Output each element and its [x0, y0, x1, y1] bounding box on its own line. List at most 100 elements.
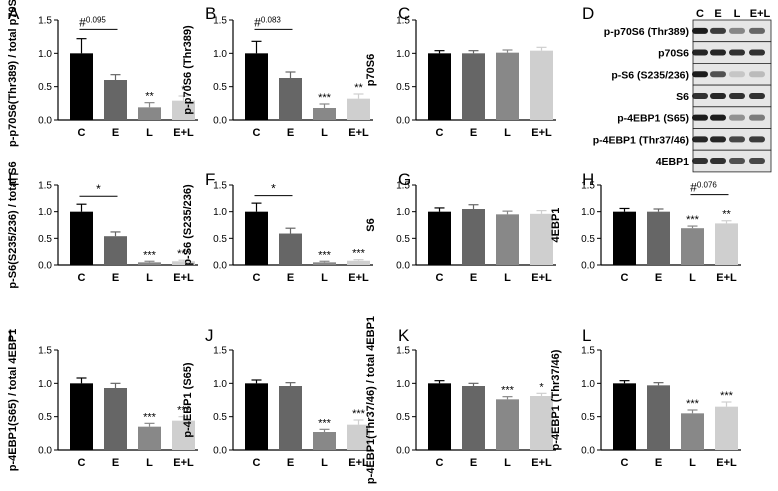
significance-label: ***: [720, 390, 734, 402]
panel-letter: B: [205, 4, 216, 23]
bar-e: [104, 388, 127, 450]
y-tick-label: 0.0: [396, 116, 410, 127]
y-tick-label: 0.5: [213, 82, 227, 93]
panel-letter: A: [8, 4, 20, 23]
bracket-label: *: [96, 182, 101, 196]
y-tick-label: 0.5: [396, 412, 410, 423]
category-label: E+L: [173, 272, 194, 284]
significance-label: ***: [143, 249, 157, 261]
category-label: C: [253, 127, 261, 139]
panel-letter: I: [8, 326, 13, 345]
bar-c: [613, 383, 636, 450]
bar-c: [245, 211, 268, 265]
panel-letter: D: [582, 4, 594, 23]
significance-label: ***: [318, 417, 332, 429]
category-label: C: [621, 457, 629, 469]
bracket-p-value: 0.076: [697, 181, 718, 190]
category-label: E+L: [716, 457, 737, 469]
blot-row-label: p-p70S6 (Thr389): [604, 26, 689, 38]
panel-letter: J: [205, 326, 214, 345]
category-label: C: [78, 272, 86, 284]
bar-e: [462, 386, 485, 450]
y-tick-label: 1.5: [396, 16, 410, 27]
y-tick-label: 0.5: [581, 412, 595, 423]
blot-row-label: p-4EBP1 (Thr37/46): [593, 134, 689, 146]
blot-band: [749, 27, 765, 34]
bar-c: [613, 211, 636, 265]
bar-c: [70, 383, 93, 450]
bar-c: [70, 53, 93, 121]
bar-eplusl: [715, 223, 738, 265]
y-tick-label: 1.0: [581, 207, 595, 218]
chart-panel-f: F 0.0 0.5 1.0 1.5 p-S6 (S235/236) C E *** L *** E+L…: [182, 170, 373, 284]
blot-band: [749, 136, 765, 143]
y-tick-label: 1.5: [213, 16, 227, 27]
lane-label: L: [734, 8, 741, 20]
y-tick-label: 0.5: [38, 412, 52, 423]
panel-letter: F: [205, 170, 215, 189]
category-label: L: [321, 127, 328, 139]
y-tick-label: 0.0: [581, 261, 595, 272]
bar-c: [245, 53, 268, 121]
blot-band: [729, 27, 745, 34]
bracket-p-value: 0.095: [86, 15, 107, 24]
y-tick-label: 1.5: [38, 346, 52, 357]
bar-e: [104, 236, 127, 265]
y-axis-label: p-S6 (S235/236): [182, 184, 194, 266]
y-tick-label: 1.0: [38, 207, 52, 218]
y-tick-label: 1.5: [38, 181, 52, 192]
category-label: E: [112, 127, 119, 139]
chart-panel-i: I 0.0 0.5 1.0 1.5 p-4EBP1(S65) / total 4EBP1 C…: [7, 326, 198, 471]
blot-band: [710, 27, 726, 34]
bar-eplusl: [530, 396, 553, 450]
lane-label: C: [696, 8, 704, 20]
blot-band: [749, 158, 765, 165]
chart-panel-l: L 0.0 0.5 1.0 1.5 p-4EBP1 (Thr37/46) C E *** L ***…: [550, 326, 741, 469]
y-tick-label: 1.0: [396, 207, 410, 218]
y-axis-label: p-S6(S235/236) / total S6: [7, 161, 19, 288]
chart-panel-c: C 0.0 0.5 1.0 1.5 p70S6 C E L E+L: [365, 4, 556, 139]
blot-panel: D C E L E+L p-p70S6 (Thr389) p70S6 p-S6 (S235/2…: [582, 4, 772, 173]
category-label: E+L: [531, 457, 552, 469]
chart-panel-h: H 0.0 0.5 1.0 1.5 4EBP1 C E *** L ** E+L #0.076: [550, 170, 741, 284]
blot-row-label: 4EBP1: [656, 156, 689, 168]
significance-label: **: [354, 82, 363, 94]
category-label: C: [436, 457, 444, 469]
bar-l: [138, 107, 161, 120]
category-label: E: [655, 272, 662, 284]
bar-eplusl: [172, 420, 195, 450]
category-label: E: [112, 272, 119, 284]
category-label: E+L: [531, 272, 552, 284]
blot-band: [729, 158, 745, 165]
y-tick-label: 1.0: [396, 379, 410, 390]
category-label: L: [321, 272, 328, 284]
chart-panel-e: E 0.0 0.5 1.0 1.5 p-S6(S235/236) / total S6 C E…: [7, 161, 198, 289]
category-label: L: [146, 272, 153, 284]
bar-c: [70, 211, 93, 265]
category-label: L: [321, 457, 328, 469]
blot-row-label: p70S6: [658, 48, 689, 60]
y-tick-label: 0.5: [38, 234, 52, 245]
bar-eplusl: [172, 261, 195, 265]
significance-label: ***: [686, 398, 700, 410]
blot-band: [729, 136, 745, 143]
bar-e: [279, 78, 302, 120]
blot-band: [710, 49, 726, 56]
category-label: E: [470, 127, 477, 139]
significance-label: ***: [352, 248, 366, 260]
lane-label: E+L: [750, 8, 771, 20]
blot-band: [692, 49, 708, 56]
bar-eplusl: [347, 98, 370, 120]
y-tick-label: 1.5: [396, 346, 410, 357]
y-axis-label: p-4EBP1 (Thr37/46): [550, 349, 562, 450]
y-axis-label: p-4EBP1(Thr37/46) / total 4EBP1: [365, 316, 377, 484]
significance-label: ***: [318, 249, 332, 261]
panel-letter: C: [398, 4, 410, 23]
category-label: E+L: [173, 127, 194, 139]
blot-band: [710, 71, 726, 78]
y-tick-label: 1.0: [213, 49, 227, 60]
category-label: L: [504, 127, 511, 139]
bar-eplusl: [347, 424, 370, 450]
bar-eplusl: [530, 213, 553, 265]
